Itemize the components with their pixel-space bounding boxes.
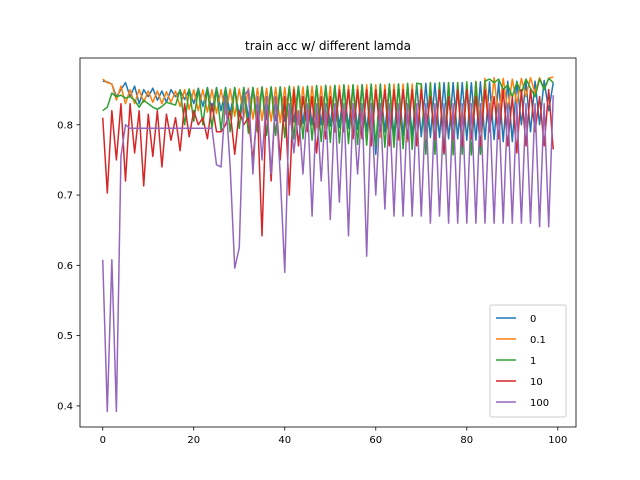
legend-box xyxy=(489,304,567,418)
axes-frame xyxy=(79,57,577,428)
series-line-100 xyxy=(102,88,554,413)
y-tick-label: 0.5 xyxy=(57,331,73,342)
x-axis: 0 20 40 60 80 100 xyxy=(100,427,567,446)
x-tick-label: 100 xyxy=(548,435,567,446)
legend-label: 0 xyxy=(530,314,536,325)
x-tick-label: 60 xyxy=(369,435,382,446)
series-line-10 xyxy=(102,88,554,237)
plot-area xyxy=(79,57,577,428)
chart-title: train acc w/ different lamda xyxy=(245,39,411,53)
y-tick-label: 0.4 xyxy=(57,401,73,412)
x-tick-label: 80 xyxy=(460,435,473,446)
legend: 0 0.1 1 10 100 xyxy=(489,304,567,418)
y-tick-label: 0.7 xyxy=(57,191,73,202)
legend-label: 0.1 xyxy=(530,335,546,346)
legend-label: 1 xyxy=(530,356,536,367)
legend-label: 10 xyxy=(530,377,543,388)
y-axis: 0.4 0.5 0.6 0.7 0.8 xyxy=(57,120,80,412)
x-tick-label: 20 xyxy=(187,435,200,446)
legend-label: 100 xyxy=(530,398,549,409)
y-tick-label: 0.6 xyxy=(57,261,73,272)
x-tick-label: 0 xyxy=(100,435,106,446)
x-tick-label: 40 xyxy=(278,435,291,446)
y-tick-label: 0.8 xyxy=(57,120,73,131)
